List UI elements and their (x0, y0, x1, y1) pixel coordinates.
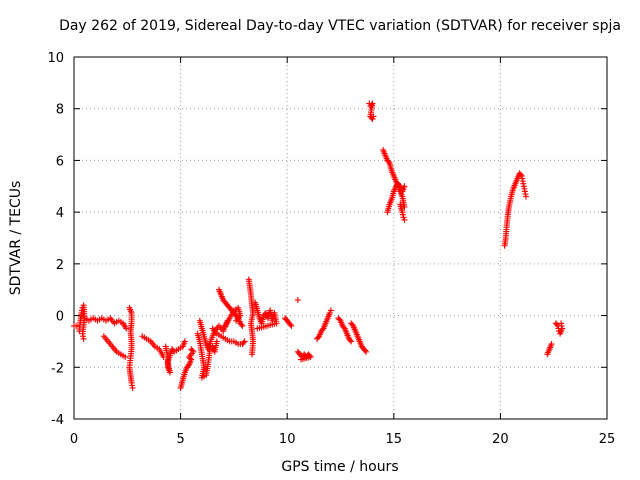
x-tick-label: 0 (70, 432, 78, 447)
data-point (294, 297, 301, 304)
chart-title: Day 262 of 2019, Sidereal Day-to-day VTE… (59, 18, 621, 34)
data-point (238, 321, 245, 328)
data-point (315, 334, 322, 341)
data-point (553, 321, 560, 328)
data-point (327, 307, 334, 314)
data-point (348, 338, 355, 345)
data-point (362, 347, 369, 354)
data-point (185, 362, 192, 369)
plot-frame (73, 56, 608, 420)
data-point (181, 338, 188, 345)
data-point (401, 203, 408, 210)
data-point (240, 339, 247, 346)
data-point (349, 321, 356, 328)
data-point (319, 326, 326, 333)
data-point (369, 116, 376, 123)
data-point (249, 351, 256, 358)
data-point (298, 356, 305, 363)
data-points (71, 100, 566, 391)
x-tick-label: 10 (279, 432, 296, 447)
x-tick-label: 20 (492, 432, 509, 447)
data-point (558, 320, 565, 327)
y-tick-label: 6 (56, 154, 64, 169)
data-point (517, 171, 524, 178)
data-point (363, 348, 370, 355)
data-point (73, 322, 80, 329)
data-point (400, 214, 407, 221)
data-point (336, 316, 343, 323)
data-point (188, 346, 195, 353)
data-point (287, 321, 294, 328)
data-point (548, 341, 555, 348)
y-tick-label: 4 (56, 206, 64, 221)
y-tick-label: 8 (56, 103, 64, 118)
grid-lines (74, 57, 607, 419)
y-axis-label: SDTVAR / TECUs (8, 181, 24, 296)
data-point (401, 216, 408, 223)
data-point (254, 325, 261, 332)
x-tick-label: 25 (599, 432, 616, 447)
data-point (347, 337, 354, 344)
data-point (129, 384, 136, 391)
x-tick-label: 15 (386, 432, 403, 447)
data-point (123, 325, 130, 332)
data-point (401, 183, 408, 190)
data-point (396, 181, 403, 188)
data-point (326, 309, 333, 316)
y-tick-label: -4 (51, 413, 64, 428)
data-point (385, 158, 392, 165)
x-axis-label: GPS time / hours (281, 459, 398, 475)
data-point (522, 193, 529, 200)
x-tick-label: 5 (176, 432, 184, 447)
data-point (80, 335, 87, 342)
y-tick-label: 10 (47, 51, 64, 66)
y-tick-label: -2 (51, 361, 64, 376)
data-point (213, 338, 220, 345)
data-point (370, 113, 377, 120)
data-point (241, 338, 248, 345)
y-tick-label: 2 (56, 258, 64, 273)
data-point (288, 322, 295, 329)
data-point (239, 322, 246, 329)
y-tick-label: 0 (56, 310, 64, 325)
data-point (340, 324, 347, 331)
data-point (122, 353, 129, 360)
data-point (189, 347, 196, 354)
data-point (233, 317, 240, 324)
